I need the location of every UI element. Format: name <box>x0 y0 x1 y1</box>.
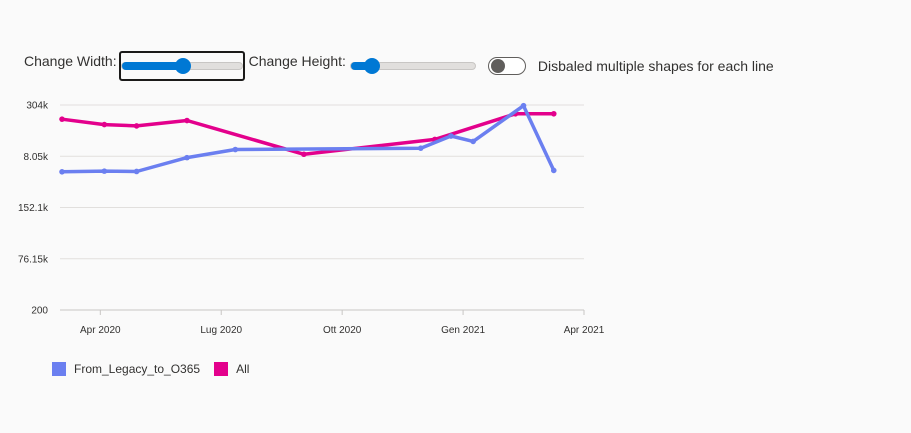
x-tick-label: Ott 2020 <box>323 325 362 336</box>
data-point <box>550 110 557 117</box>
data-point <box>232 146 239 153</box>
legend-swatch <box>52 362 66 376</box>
data-point <box>470 138 476 145</box>
y-tick-label: 8.05k <box>24 152 49 163</box>
data-point <box>184 117 190 124</box>
width-slider[interactable] <box>120 58 243 74</box>
height-label: Change Height: <box>248 53 346 69</box>
data-point <box>417 145 424 151</box>
x-tick-label: Gen 2021 <box>441 325 485 336</box>
data-point <box>101 168 108 174</box>
controls-bar: Change Width: Change Height: Disbaled mu… <box>24 48 774 84</box>
chart-legend: From_Legacy_to_O365 All <box>52 362 263 376</box>
width-slider-thumb[interactable] <box>174 58 191 74</box>
legend-label: From_Legacy_to_O365 <box>74 362 201 376</box>
height-slider-thumb[interactable] <box>364 58 381 74</box>
width-label: Change Width: <box>24 53 117 69</box>
y-tick-label: 76.15k <box>18 254 49 265</box>
y-tick-label: 200 <box>31 306 48 317</box>
series-line-All <box>60 112 556 157</box>
legend-label: All <box>236 362 250 376</box>
data-point <box>101 121 108 128</box>
legend-swatch <box>214 362 229 376</box>
y-tick-label: 304k <box>26 101 49 112</box>
height-slider-fill <box>350 62 373 70</box>
toggle-label: Disbaled multiple shapes for each line <box>537 58 774 74</box>
data-point <box>550 167 557 174</box>
x-tick-label: Apr 2021 <box>564 325 605 336</box>
x-tick-label: Lug 2020 <box>200 325 242 336</box>
y-tick-label: 152.1k <box>18 203 49 214</box>
data-point <box>448 133 454 139</box>
x-tick-label: Apr 2020 <box>80 325 121 336</box>
data-point <box>59 169 65 175</box>
data-point <box>133 123 140 129</box>
data-point <box>184 154 190 161</box>
legend-item[interactable]: From_Legacy_to_O365 <box>52 362 200 376</box>
height-slider[interactable] <box>349 58 476 74</box>
width-slider-fill <box>121 62 183 70</box>
toggle-knob <box>490 59 505 73</box>
multiple-shapes-toggle[interactable] <box>487 57 526 75</box>
width-slider-focus-box[interactable] <box>118 51 245 81</box>
legend-item[interactable]: All <box>214 362 249 376</box>
data-point <box>520 102 527 109</box>
data-point <box>301 151 307 158</box>
series-line-From_Legacy_to_O365 <box>60 103 556 174</box>
data-point <box>59 116 65 122</box>
data-point <box>133 168 140 175</box>
